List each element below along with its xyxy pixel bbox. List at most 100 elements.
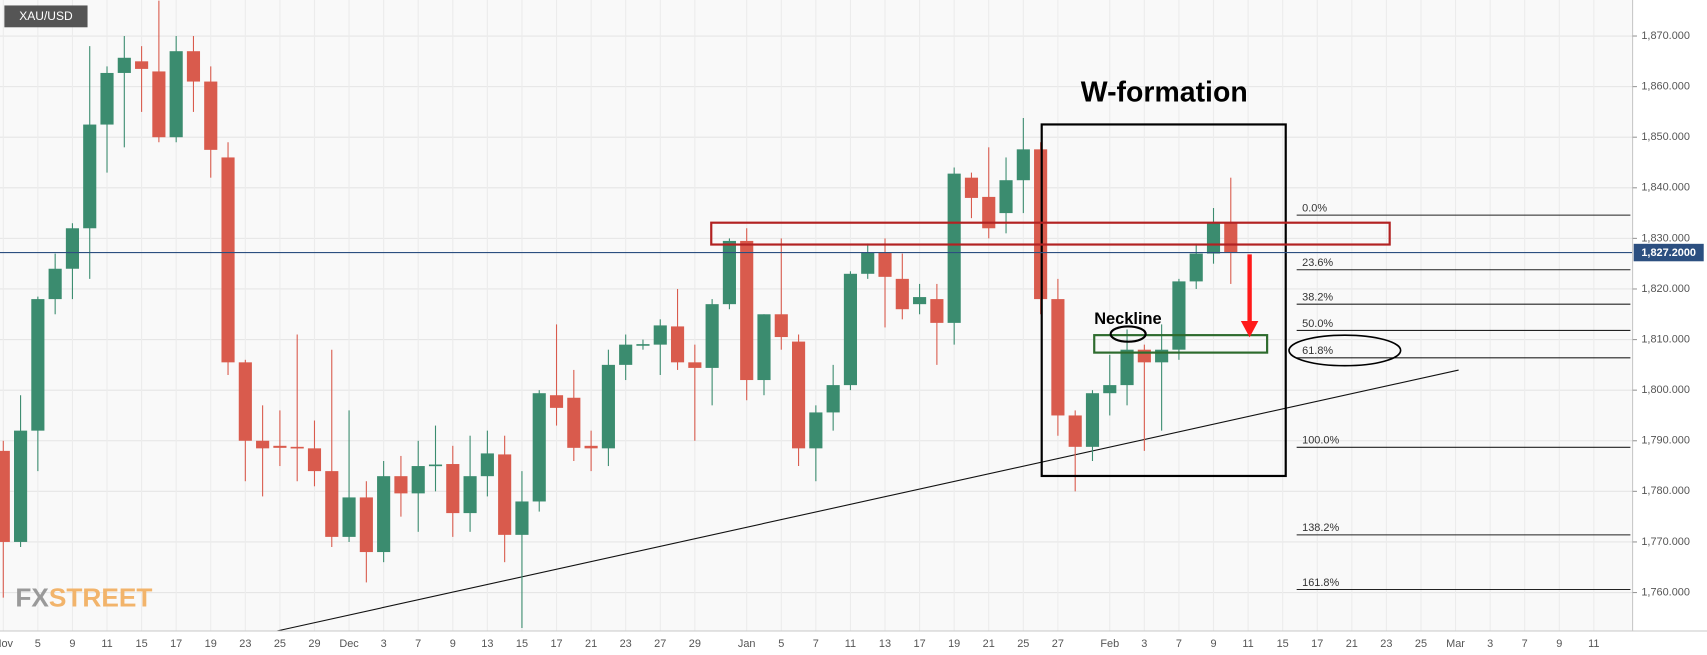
x-tick-label: 23 [239,638,251,650]
x-tick-label: 9 [1556,638,1562,650]
pattern-label: W-formation [1081,76,1248,108]
x-tick-label: 17 [914,638,926,650]
x-tick-label: 25 [1017,638,1029,650]
x-tick-label: 29 [308,638,320,650]
y-tick-label: 1,770.000 [1641,536,1690,548]
last-price: 1,827.2000 [0,243,1704,262]
fib-label: 50.0% [1302,318,1333,330]
x-tick-label: 7 [1522,638,1528,650]
candle-body [169,51,183,138]
x-tick-label: 23 [620,638,632,650]
x-tick-label: 17 [550,638,562,650]
x-tick-label: 27 [1052,638,1064,650]
y-tick-label: 1,860.000 [1641,81,1690,93]
candle-body [0,450,10,542]
x-tick-label: 9 [69,638,75,650]
candle-body [843,273,858,386]
x-tick-label: 19 [948,638,960,650]
watermark-right: STREET [49,582,153,612]
y-tick-label: 1,870.000 [1641,30,1690,42]
x-tick-label: 21 [585,638,597,650]
candle-body [1103,385,1117,394]
candle-body [1189,253,1203,282]
y-tick-label: 1,800.000 [1641,384,1690,396]
x-tick-label: 5 [35,638,41,650]
arrow-head [1240,320,1259,338]
watermark-left: FX [15,582,49,612]
candle-body [532,393,546,502]
candle-body [947,173,961,323]
candle-body [1224,223,1238,253]
candle-body [774,314,788,338]
candle-body [809,412,823,449]
candle-body [982,196,996,229]
x-tick-label: 11 [845,638,856,650]
x-tick-label: Feb [1100,638,1119,650]
x-tick-label: 29 [689,638,701,650]
candle-body [653,325,667,345]
candle-body [428,464,443,467]
candle-body [31,299,45,431]
candle-body [290,446,304,449]
candle-body [14,430,28,542]
neckline-label: Neckline [1094,310,1161,328]
candle-body [307,448,322,472]
candle-body [792,341,806,449]
x-tick-label: 21 [983,638,995,650]
x-tick-label: 11 [101,638,112,650]
candle-body [670,326,685,363]
candle-body [394,476,408,494]
fib-levels: 0.0% 23.6% 38.2% 50.0% 61.8% 100.0% 138.2% 161.… [1296,202,1631,591]
resistance-zone [710,221,1391,246]
candle-body [204,81,218,150]
axes: 1,760.000 1,770.000 1,780.000 1,790.000 1,80… [0,30,1690,650]
candle-body [549,395,564,408]
last-price-label: 1,827.2000 [1641,247,1696,259]
candle-body [1172,281,1186,350]
candle-body [273,445,287,448]
candle-body [567,397,581,448]
x-tick-label: 19 [205,638,217,650]
x-tick-label: 11 [1242,638,1253,650]
neckline-ellipse [1109,325,1147,343]
candle-body [601,364,615,449]
fib-label: 38.2% [1302,292,1333,304]
trend-line [276,369,1459,632]
candle-body [186,51,201,82]
candle-body [913,297,927,305]
fib-label: 23.6% [1302,257,1333,269]
fib-label: 161.8% [1302,577,1339,589]
candle-body [878,252,892,277]
x-tick-label: 5 [778,638,784,650]
x-tick-label: 7 [415,638,421,650]
candle-body [377,476,391,553]
candle-body [619,344,633,365]
x-tick-label: 13 [481,638,493,650]
x-tick-label: 17 [1311,638,1323,650]
candle-body [1068,415,1082,447]
candle-body [48,268,62,300]
x-tick-label: 25 [1415,638,1427,650]
candle-body [861,252,875,274]
candle-body [999,180,1013,214]
candle-body [515,501,529,535]
x-tick-label: 7 [813,638,819,650]
candle-body [1051,299,1065,416]
candle-body [342,497,356,537]
candle-body [636,344,650,346]
x-tick-label: 7 [1176,638,1182,650]
y-tick-label: 1,850.000 [1641,131,1690,143]
candle-body [325,471,339,537]
candle-body [152,71,166,138]
x-tick-label: 17 [170,638,182,650]
candle-body [1016,149,1030,181]
x-tick-label: Mar [1446,638,1465,650]
candle-body [221,157,235,363]
candle-body [480,453,494,477]
fib-label: 0.0% [1302,202,1327,214]
x-tick-label: 3 [1487,638,1493,650]
x-tick-label: 9 [450,638,456,650]
candle-body [446,464,460,514]
last-price-box [1633,243,1704,262]
y-tick-label: 1,790.000 [1641,435,1690,447]
